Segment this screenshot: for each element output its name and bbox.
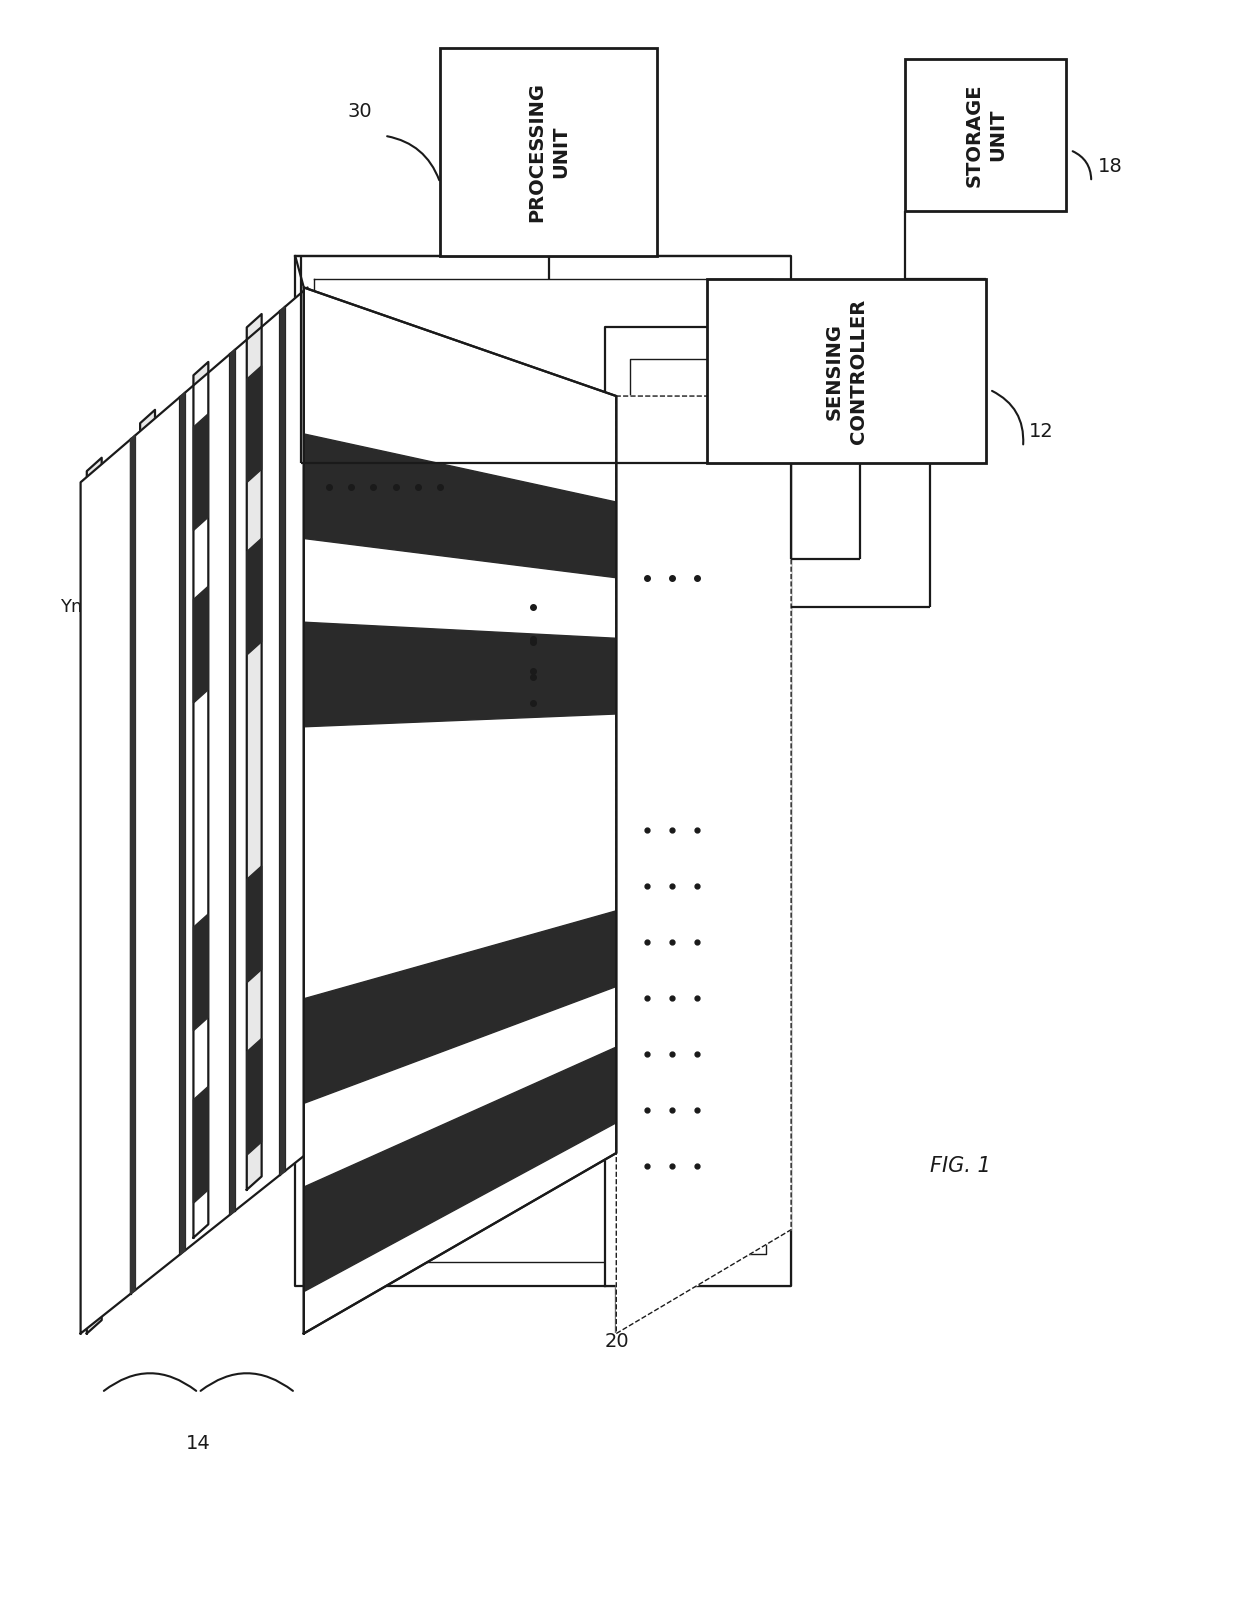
- Polygon shape: [295, 256, 791, 1286]
- Polygon shape: [87, 509, 102, 626]
- Polygon shape: [247, 866, 262, 982]
- Polygon shape: [304, 623, 616, 727]
- Polygon shape: [605, 327, 791, 1286]
- Polygon shape: [247, 315, 262, 1190]
- Polygon shape: [140, 634, 155, 751]
- Polygon shape: [616, 396, 791, 1333]
- Polygon shape: [304, 910, 616, 1104]
- Polygon shape: [87, 458, 102, 1333]
- Polygon shape: [193, 363, 208, 1238]
- Polygon shape: [81, 287, 308, 1333]
- Polygon shape: [247, 366, 262, 482]
- Text: 18: 18: [1097, 157, 1122, 176]
- Polygon shape: [304, 287, 616, 1333]
- Text: 12: 12: [1029, 422, 1054, 441]
- Polygon shape: [87, 1009, 102, 1126]
- Polygon shape: [140, 1134, 155, 1250]
- Text: FIG. 1: FIG. 1: [930, 1156, 991, 1175]
- Text: Ym: Ym: [60, 597, 88, 616]
- Polygon shape: [304, 1048, 616, 1292]
- Polygon shape: [247, 538, 262, 655]
- Polygon shape: [247, 1038, 262, 1155]
- Text: 20: 20: [605, 1332, 630, 1351]
- Bar: [707, 279, 986, 463]
- Polygon shape: [87, 682, 102, 798]
- Polygon shape: [140, 410, 155, 1286]
- Polygon shape: [231, 350, 234, 1214]
- Text: X1: X1: [370, 870, 397, 894]
- Polygon shape: [193, 1086, 208, 1203]
- Polygon shape: [140, 462, 155, 578]
- Polygon shape: [280, 307, 285, 1175]
- Polygon shape: [193, 414, 208, 530]
- Text: Xn: Xn: [512, 543, 539, 567]
- Bar: [440, 48, 657, 256]
- Text: Xn-1: Xn-1: [543, 607, 588, 636]
- Text: SENSING
CONTROLLER: SENSING CONTROLLER: [825, 299, 868, 444]
- Text: PROCESSING
UNIT: PROCESSING UNIT: [527, 81, 570, 222]
- Polygon shape: [87, 1182, 102, 1298]
- Text: Y1: Y1: [196, 501, 218, 521]
- Polygon shape: [304, 434, 616, 578]
- Polygon shape: [193, 913, 208, 1030]
- Polygon shape: [181, 393, 185, 1254]
- Text: 14: 14: [186, 1434, 211, 1453]
- Polygon shape: [140, 961, 155, 1078]
- Text: Ym-1: Ym-1: [112, 701, 157, 720]
- Text: Y2: Y2: [221, 374, 243, 393]
- Bar: [905, 59, 1066, 211]
- Text: STORAGE
UNIT: STORAGE UNIT: [965, 83, 1007, 187]
- Text: X2: X2: [394, 783, 423, 806]
- Polygon shape: [130, 436, 135, 1294]
- Text: 30: 30: [347, 102, 372, 121]
- Polygon shape: [193, 586, 208, 703]
